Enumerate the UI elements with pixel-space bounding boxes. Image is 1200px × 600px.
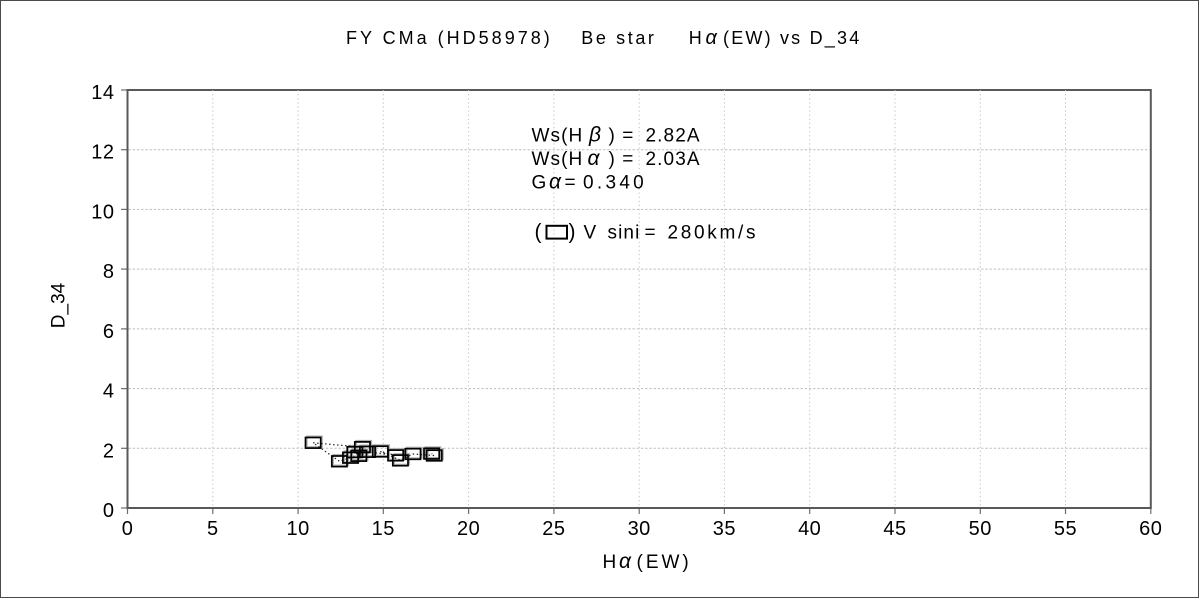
svg-text:D_34: D_34 (49, 282, 70, 328)
svg-text:60: 60 (1139, 518, 1162, 540)
svg-text:0: 0 (122, 518, 134, 540)
svg-text:Gα= 0.340: Gα = 0.340 (532, 171, 648, 194)
svg-text:2: 2 (103, 440, 115, 462)
svg-text:10: 10 (286, 518, 309, 540)
svg-text:45: 45 (883, 518, 906, 540)
svg-text:0: 0 (103, 500, 115, 522)
svg-text:25: 25 (542, 518, 565, 540)
svg-text:50: 50 (969, 518, 992, 540)
svg-text:8: 8 (103, 261, 115, 283)
svg-text:40: 40 (798, 518, 821, 540)
svg-text:Hα(EW): Hα (EW) (603, 550, 692, 573)
svg-text:55: 55 (1054, 518, 1077, 540)
svg-text:35: 35 (713, 518, 736, 540)
svg-text:15: 15 (372, 518, 395, 540)
svg-text:30: 30 (628, 518, 651, 540)
svg-text:20: 20 (457, 518, 480, 540)
svg-text:Ws(Hβ) = 2.82A: Ws(H β) = 2.82A (532, 124, 701, 147)
svg-text:5: 5 (207, 518, 219, 540)
svg-text:4: 4 (103, 381, 115, 403)
svg-text:12: 12 (91, 142, 114, 164)
svg-text:14: 14 (91, 82, 114, 104)
svg-text:10: 10 (91, 201, 114, 223)
svg-text:Ws(Hα) = 2.03A: Ws(H α) = 2.03A (532, 147, 701, 170)
svg-text:6: 6 (103, 321, 115, 343)
